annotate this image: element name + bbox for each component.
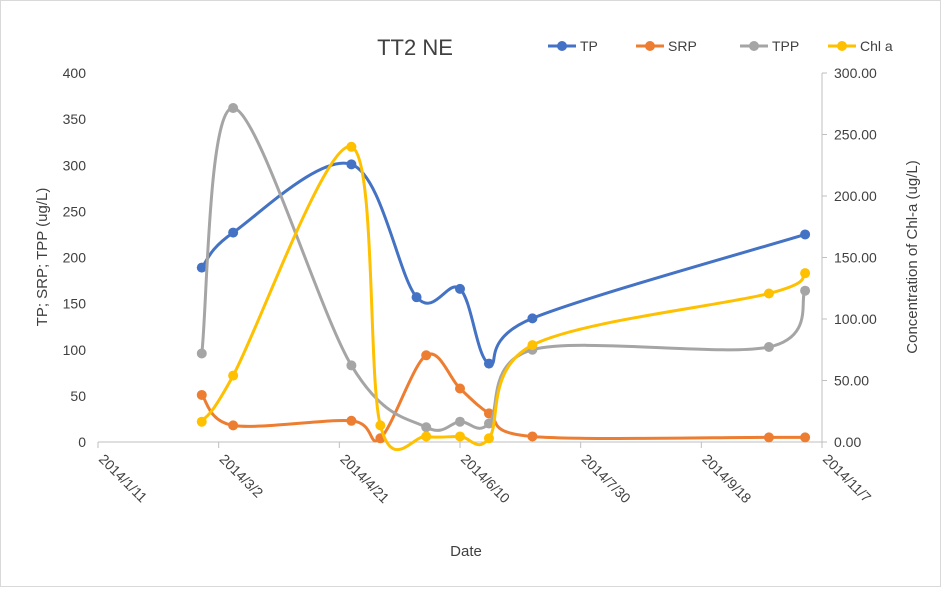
legend-label: TPP [772,38,799,54]
data-point [527,340,538,351]
data-point [763,341,774,352]
series-line [200,161,806,366]
series-layer [196,103,811,452]
chart-title: TT2 NE [377,35,453,60]
data-point [800,229,811,240]
y2-tick-label: 250.00 [834,127,877,143]
y2-tick-label: 50.00 [834,373,869,389]
legend-swatch-marker [749,41,759,51]
data-point [763,288,774,299]
data-point [455,383,465,394]
y-tick-label: 300 [63,157,87,173]
series-line [200,352,806,443]
y2-tick-label: 300.00 [834,65,877,81]
data-point [527,431,538,442]
legend-swatch-marker [557,41,567,51]
y-tick-label: 400 [63,65,87,81]
y2-tick-label: 150.00 [834,250,877,266]
y-axis-title: TP; SRP; TPP (ug/L) [34,188,51,327]
data-point [800,285,811,296]
data-point [421,431,432,442]
data-point [196,262,207,273]
data-point [346,141,357,152]
data-point [196,348,207,359]
data-point [455,283,465,294]
data-point [527,313,538,324]
data-point [800,432,811,443]
y-tick-label: 250 [63,203,87,219]
legend-swatch-marker [645,41,655,51]
y-tick-label: 100 [63,342,87,358]
y2-tick-label: 200.00 [834,188,877,204]
y-tick-label: 50 [70,388,86,404]
legend-item: TP [548,38,598,54]
y2-tick-label: 100.00 [834,311,877,327]
x-axis-title: Date [450,543,482,560]
series-tp [196,159,811,369]
data-point [228,227,239,238]
legend-item: SRP [636,38,697,54]
legend-label: SRP [668,38,697,54]
data-point [411,292,422,303]
data-point [800,268,811,279]
series-srp [196,350,811,444]
data-point [483,358,494,369]
legend-label: Chl a [860,38,893,54]
data-point [455,416,465,427]
data-point [421,422,432,433]
y-tick-label: 150 [63,296,87,312]
data-point [483,418,494,429]
series-tpp [196,103,811,433]
data-point [228,103,239,114]
data-point [228,420,239,431]
data-point [346,159,357,170]
y2-axis-title: Concentration of Chl-a (ug/L) [904,160,921,353]
series-chl-a [196,141,811,452]
data-point [228,370,239,381]
data-point [346,360,357,371]
y2-tick-label: 0.00 [834,434,861,450]
data-point [455,431,465,442]
data-point [421,350,432,361]
data-point [196,389,207,400]
data-point [483,433,494,444]
legend-swatch-marker [837,41,847,51]
data-point [196,416,207,427]
legend-label: TP [580,38,598,54]
legend-item: TPP [740,38,799,54]
legend-item: Chl a [828,38,893,54]
y-tick-label: 350 [63,111,87,127]
y-tick-label: 200 [63,250,87,266]
data-point [375,420,386,431]
data-point [763,432,774,443]
legend: TP SRP TPP Chl a [548,38,893,54]
data-point [346,415,357,426]
y-tick-label: 0 [78,434,86,450]
